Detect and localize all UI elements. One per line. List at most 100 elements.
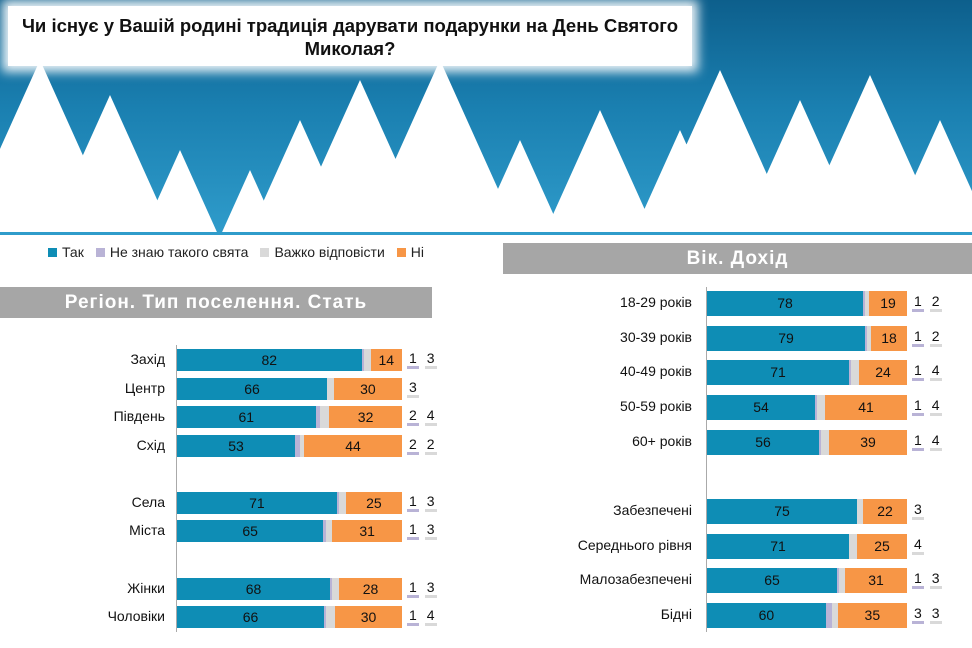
data-label-ne-znayu: 2 — [407, 437, 419, 455]
tree-shape — [48, 95, 172, 232]
category-label: 40-49 років — [620, 363, 692, 379]
bar-segment-vazhko — [339, 492, 346, 514]
data-label-tak: 66 — [242, 609, 259, 625]
data-label-tak: 71 — [770, 538, 786, 554]
bar-segment-ne-znayu — [323, 520, 326, 542]
bar-segment-vazhko — [325, 520, 333, 542]
legend-label: Так — [62, 244, 84, 260]
data-label-ni: 18 — [881, 330, 897, 346]
category-label: Чоловіки — [107, 608, 165, 624]
data-label-tak: 65 — [242, 523, 258, 539]
stacked-bar: 79 18 — [707, 325, 907, 351]
stacked-bar: 66 30 — [177, 606, 402, 628]
legend-item-ne-znayu: Не знаю такого свята — [95, 244, 249, 260]
stacked-bar: 65 31 — [177, 520, 402, 542]
category-label: Середнього рівня — [577, 537, 692, 553]
data-label-vazhko: 3 — [407, 380, 419, 398]
data-label-ni: 24 — [875, 364, 891, 380]
bar-segment-tak: 65 — [707, 567, 837, 593]
data-label-ne-znayu: 1 — [407, 522, 419, 540]
data-label-tak: 54 — [753, 399, 769, 415]
tree-shape — [799, 75, 941, 232]
bar-segment-vazhko — [865, 290, 869, 316]
tree-shape — [362, 60, 518, 232]
bar-segment-vazhko — [299, 435, 304, 457]
data-label-ne-znayu: 1 — [912, 571, 924, 589]
bar-segment-ne-znayu — [825, 602, 832, 628]
bar-segment-vazhko — [831, 602, 838, 628]
bar-segment-ni: 22 — [863, 498, 907, 524]
data-label-vazhko: 3 — [424, 351, 437, 369]
bar-segment-vazhko — [326, 378, 334, 400]
bar-segment-ni: 19 — [869, 290, 907, 316]
data-label-vazhko: 3 — [424, 522, 437, 540]
data-label-vazhko: 4 — [929, 363, 942, 381]
section-header-region: Регіон. Тип поселення. Стать — [0, 287, 432, 318]
data-label-ne-znayu: 3 — [912, 606, 924, 624]
bar-segment-ni: 39 — [829, 429, 907, 455]
data-label-ne-znayu: 1 — [407, 494, 419, 512]
data-label-ni: 25 — [874, 538, 890, 554]
bar-segment-ne-znayu — [819, 429, 821, 455]
bar-segment-vazhko — [839, 567, 845, 593]
bar-segment-tak: 71 — [707, 533, 849, 559]
bar-segment-tak: 82 — [177, 349, 362, 371]
legend-label: Не знаю такого свята — [109, 244, 249, 260]
data-label-tak: 82 — [261, 352, 278, 368]
stacked-bar: 60 35 — [707, 602, 907, 628]
stacked-bar: 78 19 — [707, 290, 907, 316]
category-label: Південь — [113, 408, 165, 424]
bar-segment-ni: 32 — [329, 406, 402, 428]
data-label-tak: 60 — [758, 607, 775, 623]
category-label: Схід — [136, 437, 165, 453]
bar-segment-ne-znayu — [361, 349, 364, 371]
data-label-vazhko: 3 — [424, 494, 437, 512]
data-label-tak: 66 — [244, 381, 260, 397]
data-label-tak: 68 — [245, 581, 262, 597]
bar-segment-ne-znayu — [863, 290, 865, 316]
small-segment-labels: 3 — [912, 501, 924, 521]
bar-segment-ni: 44 — [303, 435, 402, 457]
data-label-ni: 30 — [360, 609, 377, 625]
data-label-ni: 39 — [860, 434, 876, 450]
bar-segment-ne-znayu — [849, 359, 851, 385]
category-label: Забезпечені — [613, 502, 692, 518]
legend-swatch — [260, 247, 270, 257]
stacked-bar: 54 41 — [707, 394, 907, 420]
data-label-ni: 32 — [357, 409, 374, 425]
data-label-ne-znayu: 1 — [912, 363, 924, 381]
tree-shape — [727, 160, 793, 232]
bar-segment-tak: 61 — [177, 406, 316, 428]
bar-segment-tak: 60 — [707, 602, 826, 628]
stacked-bar: 71 24 — [707, 359, 907, 385]
category-label: 60+ років — [632, 433, 692, 449]
bar-segment-vazhko — [326, 606, 336, 628]
data-label-tak: 61 — [238, 409, 255, 425]
bar-segment-ni: 35 — [837, 602, 907, 628]
data-label-ne-znayu: 2 — [407, 408, 419, 426]
data-label-ne-znayu: 1 — [407, 580, 419, 598]
data-label-tak: 78 — [777, 295, 793, 311]
data-label-ni: 31 — [359, 523, 375, 539]
category-label: 30-39 років — [620, 329, 692, 345]
bar-segment-ni: 41 — [825, 394, 907, 420]
category-label: 50-59 років — [620, 398, 692, 414]
bar-segment-ne-znayu — [324, 606, 327, 628]
bar-segment-tak: 54 — [707, 394, 815, 420]
data-label-ne-znayu: 1 — [912, 294, 924, 312]
bar-segment-vazhko — [363, 349, 371, 371]
data-label-tak: 79 — [778, 330, 794, 346]
page-title: Чи існує у Вашій родині традиція даруват… — [8, 6, 692, 66]
stacked-bar: 68 28 — [177, 578, 402, 600]
tree-shape — [545, 110, 655, 232]
data-label-ni: 28 — [362, 581, 379, 597]
category-label: Захід — [130, 351, 165, 367]
bar-segment-ne-znayu — [295, 435, 300, 457]
data-label-ni: 35 — [864, 607, 881, 623]
data-label-tak: 71 — [770, 364, 786, 380]
